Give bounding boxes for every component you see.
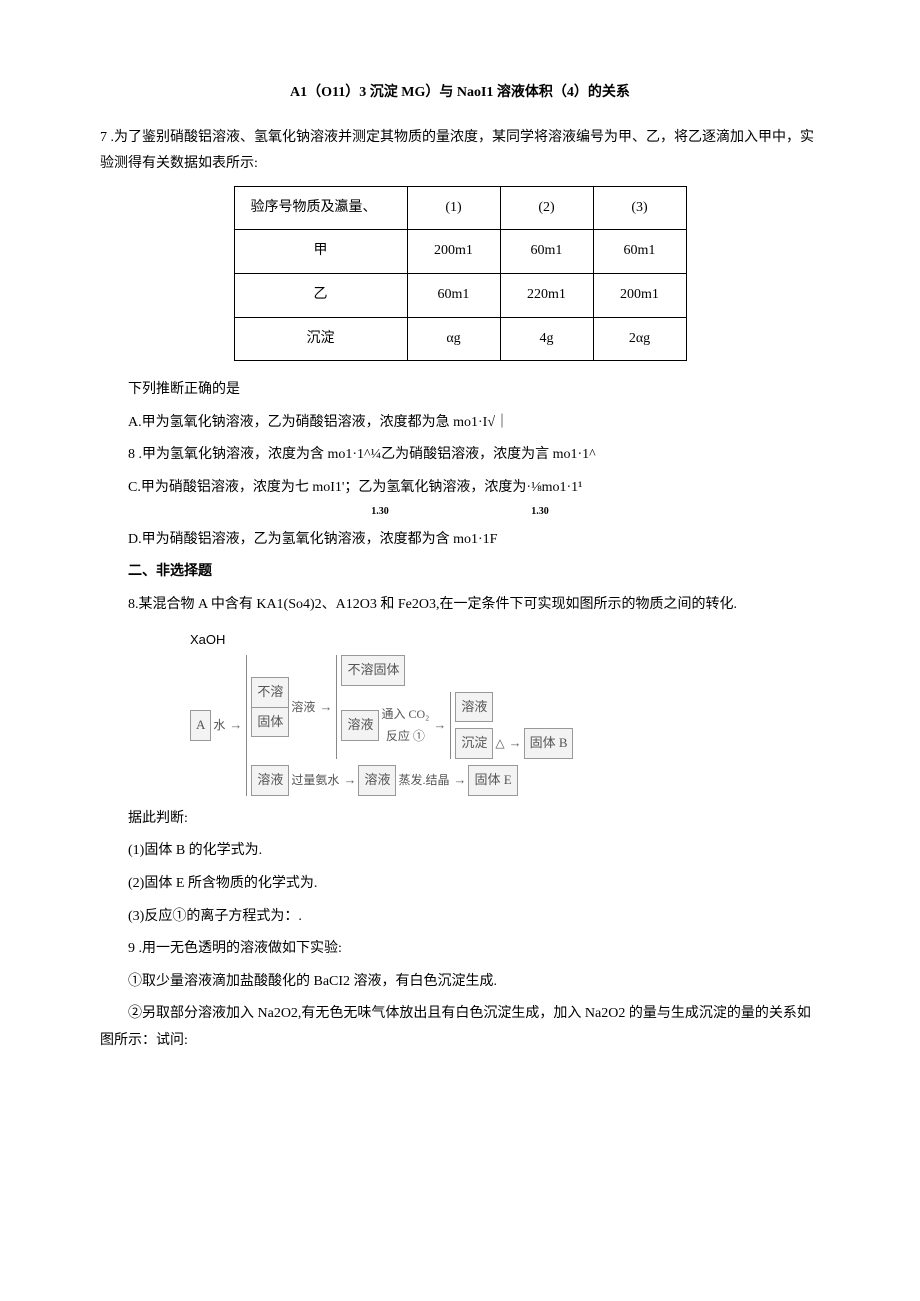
q8-text: 8.某混合物 A 中含有 KA1(So4)2、A12O3 和 Fe2O3,在一定…	[100, 592, 820, 619]
row-label: 甲	[234, 230, 407, 274]
flow-node-solution-2: 溶液	[341, 710, 379, 741]
flow-node-insoluble-solid: 不溶固体	[341, 655, 405, 686]
q8-judge-stem: 据此判断:	[100, 806, 820, 833]
cell: 60m1	[593, 230, 686, 274]
flow-edge-rxn1: 反应 ①	[384, 725, 427, 748]
cell: 220m1	[500, 273, 593, 317]
flow-node-insoluble: 不溶	[251, 677, 289, 708]
cell: 60m1	[407, 273, 500, 317]
row-label: 乙	[234, 273, 407, 317]
cell: 4g	[500, 317, 593, 361]
table-col-3: (3)	[593, 186, 686, 230]
q7-stem: 下列推断正确的是	[100, 377, 820, 404]
q9-step-2: ②另取部分溶液加入 Na2O2,有无色无味气体放出且有白色沉淀生成，加入 Na2…	[100, 1001, 820, 1054]
page-title: A1（O11）3 沉淀 MG）与 NaoI1 溶液体积（4）的关系	[100, 80, 820, 107]
flow-edge-co2: 通入 CO₂	[379, 703, 431, 726]
arrow-icon: →	[317, 695, 334, 720]
cell: 60m1	[500, 230, 593, 274]
cell: 200m1	[407, 230, 500, 274]
cell: 200m1	[593, 273, 686, 317]
q7-option-b: 8 .甲为氢氧化钠溶液，浓度为含 mo1·1^¼乙为硝酸铝溶液，浓度为言 mo1…	[100, 442, 820, 469]
flow-node-solid-e: 固体 E	[468, 765, 517, 796]
arrow-icon: →	[341, 768, 358, 793]
flow-node-precipitate: 沉淀	[455, 728, 493, 759]
document-page: A1（O11）3 沉淀 MG）与 NaoI1 溶液体积（4）的关系 7 .为了鉴…	[0, 0, 920, 1301]
q7-option-c-sub: 1.30 1.30	[100, 502, 820, 521]
arrow-icon: →	[431, 713, 448, 738]
q9-step-1: ①取少量溶液滴加盐酸酸化的 BaCI2 溶液，有白色沉淀生成.	[100, 969, 820, 996]
q8-sub-3: (3)反应①的离子方程式为：.	[100, 904, 820, 931]
q8-sub-1: (1)固体 B 的化学式为.	[100, 838, 820, 865]
table-header-label: 验序号物质及瀛量、	[234, 186, 407, 230]
flowchart: XaOH A 水 → 不溶 固体 溶液 →	[190, 628, 820, 795]
flow-xaoh: XaOH	[190, 628, 573, 653]
q9-text: 9 .用一无色透明的溶液做如下实验:	[100, 936, 820, 963]
flow-edge-solution: 溶液	[289, 696, 317, 719]
row-label: 沉淀	[234, 317, 407, 361]
flow-edge-evaporate: 蒸发.结晶	[396, 769, 451, 792]
flow-node-solid: 固体	[251, 707, 289, 738]
flow-node-solid-b: 固体 B	[524, 728, 574, 759]
flow-edge-nh3: 过量氨水	[289, 769, 341, 792]
experiment-table: 验序号物质及瀛量、 (1) (2) (3) 甲 200m1 60m1 60m1 …	[234, 186, 687, 361]
table-col-2: (2)	[500, 186, 593, 230]
flow-edge-water: 水	[211, 714, 227, 737]
q8-sub-2: (2)固体 E 所含物质的化学式为.	[100, 871, 820, 898]
cell: αg	[407, 317, 500, 361]
table-row: 沉淀 αg 4g 2αg	[234, 317, 686, 361]
cell: 2αg	[593, 317, 686, 361]
q7-intro: 7 .为了鉴别硝酸铝溶液、氢氧化钠溶液并测定其物质的量浓度，某同学将溶液编号为甲…	[100, 125, 820, 178]
arrow-icon: →	[507, 731, 524, 756]
arrow-icon: →	[451, 768, 468, 793]
flow-node-solution-1: 溶液	[251, 765, 289, 796]
q7-option-c: C.甲为硝酸铝溶液，浓度为七 moI1'；乙为氢氧化钠溶液，浓度为·⅛mo1·1…	[100, 475, 820, 502]
flow-node-solution-3: 溶液	[455, 692, 493, 723]
table-row: 甲 200m1 60m1 60m1	[234, 230, 686, 274]
q7-option-d: D.甲为硝酸铝溶液，乙为氢氧化钠溶液，浓度都为含 mo1·1F	[100, 527, 820, 554]
table-row: 乙 60m1 220m1 200m1	[234, 273, 686, 317]
flow-node-a: A	[190, 710, 211, 741]
table-col-1: (1)	[407, 186, 500, 230]
flow-node-solution-4: 溶液	[358, 765, 396, 796]
section-2-heading: 二、非选择题	[100, 559, 820, 586]
q7-option-a: A.甲为氢氧化钠溶液，乙为硝酸铝溶液，浓度都为急 mo1·I√｜	[100, 410, 820, 437]
flow-edge-heat: △	[493, 732, 506, 755]
arrow-icon: →	[227, 713, 244, 738]
